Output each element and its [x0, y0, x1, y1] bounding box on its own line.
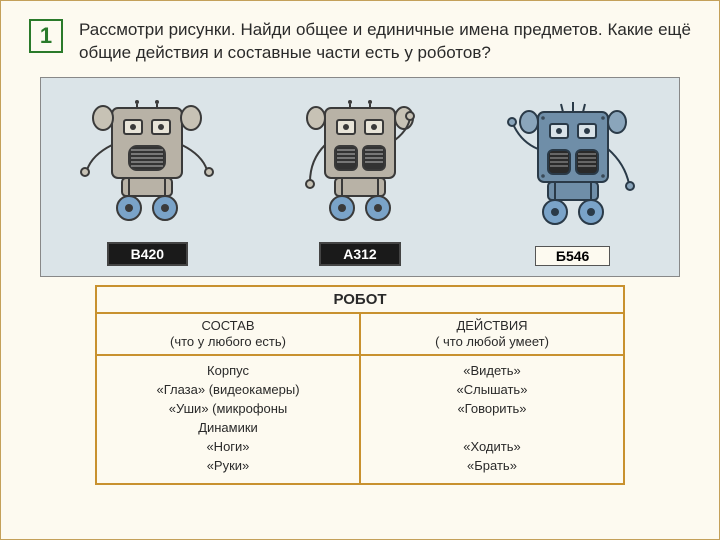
col1-body: Корпус «Глаза» (видеокамеры) «Уши» (микр…: [97, 356, 361, 483]
robot-table: РОБОТ СОСТАВ (что у любого есть) ДЕЙСТВИ…: [95, 285, 625, 486]
robot-drawing: [493, 94, 653, 244]
table-body-row: Корпус «Глаза» (видеокамеры) «Уши» (микр…: [97, 356, 623, 483]
robot-drawing: [67, 90, 227, 240]
header-col1: СОСТАВ (что у любого есть): [97, 314, 361, 357]
robot-1: А312: [265, 90, 455, 266]
header-col2: ДЕЙСТВИЯ ( что любой умеет): [361, 314, 623, 357]
table-header-row: СОСТАВ (что у любого есть) ДЕЙСТВИЯ ( чт…: [97, 314, 623, 357]
robot-label: А312: [319, 242, 400, 266]
col2-body: «Видеть» «Слышать» «Говорить» «Ходить» «…: [361, 356, 623, 483]
task-number-badge: 1: [29, 19, 63, 53]
robot-drawing: [280, 90, 440, 240]
robot-label: В420: [107, 242, 188, 266]
task-text: Рассмотри рисунки. Найди общее и единичн…: [79, 19, 691, 65]
table-title: РОБОТ: [97, 287, 623, 314]
robot-0: В420: [52, 90, 242, 266]
robot-2: Б546: [478, 94, 668, 266]
robot-label: Б546: [535, 246, 610, 266]
robots-illustration: В420: [40, 77, 680, 277]
